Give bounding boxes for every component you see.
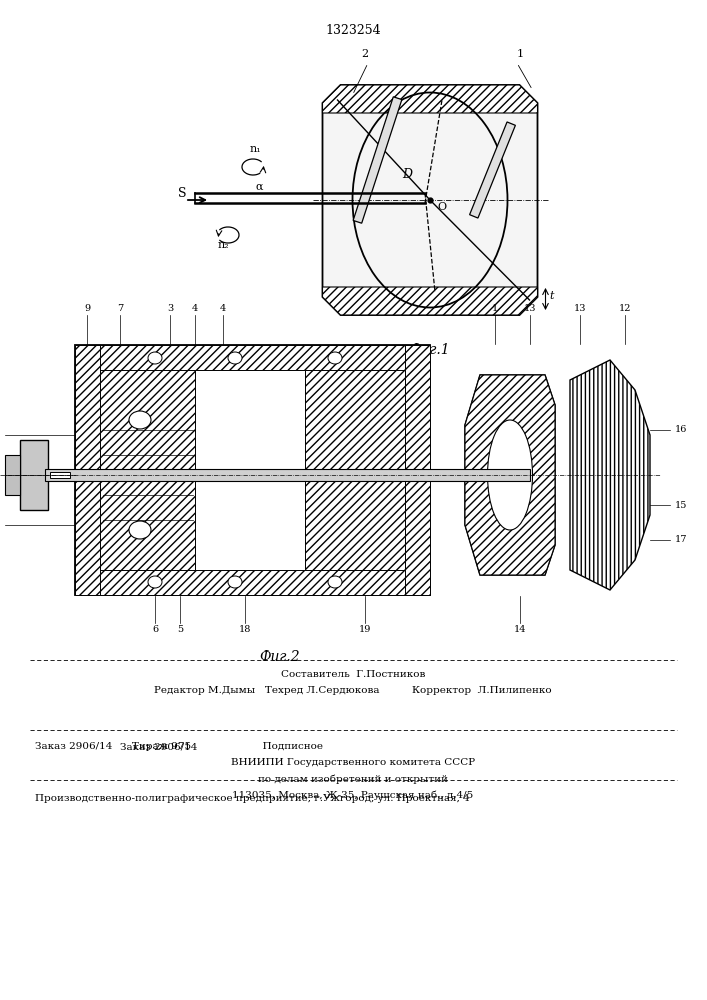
Text: Производственно-полиграфическое предприятие, г.Ужгород, ул. Проектная, 4: Производственно-полиграфическое предприя… (35, 794, 469, 803)
Text: t: t (549, 291, 554, 301)
Text: α: α (255, 182, 262, 192)
Ellipse shape (148, 576, 162, 588)
Polygon shape (465, 375, 555, 575)
Text: Редактор М.Дымы   Техред Л.Сердюкова          Корректор  Л.Пилипенко: Редактор М.Дымы Техред Л.Сердюкова Корре… (154, 686, 551, 695)
Text: 4: 4 (220, 304, 226, 313)
Text: 13: 13 (574, 304, 586, 313)
Bar (100, 370, 430, 570)
Text: 4: 4 (192, 304, 198, 313)
Text: Фиг.2: Фиг.2 (259, 650, 300, 664)
Text: 14: 14 (514, 625, 526, 634)
Ellipse shape (328, 352, 342, 364)
Bar (195, 370, 305, 570)
Text: Заказ 2906/14      Тираж 975                      Подписное: Заказ 2906/14 Тираж 975 Подписное (35, 742, 323, 751)
Text: S: S (178, 187, 187, 200)
Text: 15: 15 (675, 500, 687, 510)
Ellipse shape (228, 576, 242, 588)
Polygon shape (570, 360, 650, 590)
Text: n₂: n₂ (218, 240, 230, 250)
Text: 12: 12 (619, 304, 631, 313)
Text: 5: 5 (177, 625, 183, 634)
Text: 16: 16 (675, 426, 687, 434)
Bar (75, 345, 430, 595)
Text: 1: 1 (492, 304, 498, 313)
Ellipse shape (129, 411, 151, 429)
Bar (75, 570, 430, 595)
Bar (5, 455, 20, 495)
Text: 1323254: 1323254 (325, 24, 381, 37)
Polygon shape (322, 85, 537, 315)
Text: n₁: n₁ (250, 144, 262, 154)
Text: 1: 1 (516, 49, 524, 59)
Text: 113035, Москва, Ж-35, Раушская наб., д.4/5: 113035, Москва, Ж-35, Раушская наб., д.4… (233, 790, 474, 800)
Polygon shape (469, 122, 515, 218)
Text: 9: 9 (84, 304, 90, 313)
Ellipse shape (148, 352, 162, 364)
Text: по делам изобретений и открытий: по делам изобретений и открытий (258, 774, 448, 784)
Text: D: D (402, 168, 412, 181)
Text: O: O (437, 202, 446, 212)
Text: Заказ 2906/14: Заказ 2906/14 (120, 742, 197, 751)
Text: Составитель  Г.Постников: Составитель Г.Постников (281, 670, 425, 679)
Bar (75, 345, 100, 595)
Bar (50, 472, 70, 478)
Polygon shape (465, 375, 555, 575)
Polygon shape (353, 97, 402, 223)
Text: 18: 18 (239, 625, 251, 634)
Text: Фиг.1: Фиг.1 (409, 343, 450, 357)
Ellipse shape (488, 420, 532, 530)
Polygon shape (322, 287, 537, 315)
Ellipse shape (328, 576, 342, 588)
Text: 2: 2 (361, 49, 368, 59)
Bar (305, 370, 405, 570)
Bar (100, 370, 195, 570)
Text: ВНИИПИ Государственного комитета СССР: ВНИИПИ Государственного комитета СССР (231, 758, 475, 767)
Text: 13: 13 (524, 304, 536, 313)
Ellipse shape (228, 352, 242, 364)
Text: 6: 6 (152, 625, 158, 634)
Text: 19: 19 (359, 625, 371, 634)
Bar (20, 440, 48, 510)
Text: 7: 7 (117, 304, 123, 313)
Bar (45, 469, 530, 481)
Bar (75, 345, 430, 370)
Text: 3: 3 (167, 304, 173, 313)
Text: 17: 17 (675, 536, 687, 544)
Polygon shape (322, 85, 537, 113)
Bar (405, 345, 430, 595)
Ellipse shape (129, 521, 151, 539)
